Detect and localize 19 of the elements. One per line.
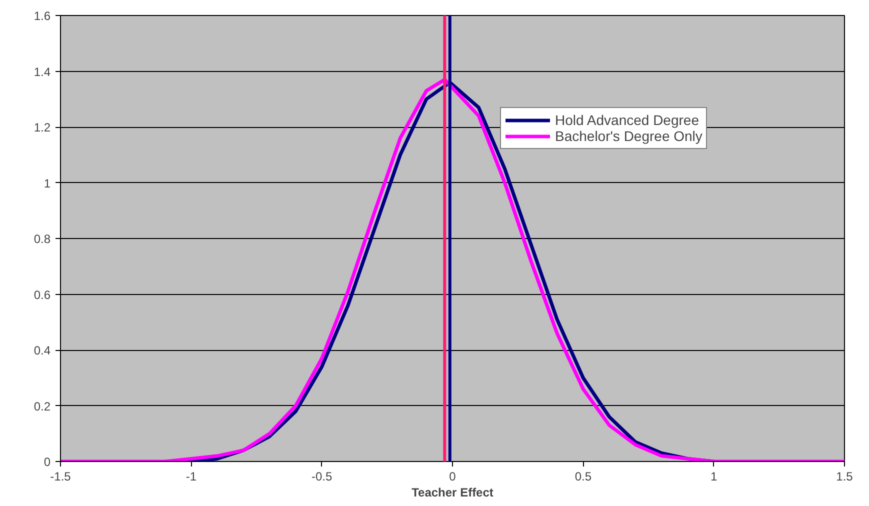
legend-label: Hold Advanced Degree <box>555 112 699 128</box>
y-tick-label: 1.6 <box>34 9 51 23</box>
y-tick-label: 0.2 <box>34 399 51 414</box>
x-tick-label: -0.5 <box>311 470 332 484</box>
x-tick-label: -1.5 <box>50 470 72 484</box>
y-tick-label: 0.4 <box>34 344 51 358</box>
y-tick-label: 0 <box>44 455 51 469</box>
x-tick-label: 0.5 <box>574 470 592 484</box>
x-tick-label: 1 <box>710 470 718 484</box>
y-tick-label: 0.8 <box>34 232 51 246</box>
legend-label: Bachelor's Degree Only <box>555 128 702 144</box>
y-tick-label: 1.4 <box>34 64 51 79</box>
y-tick-label: 1.2 <box>34 120 51 134</box>
y-tick-label: 1 <box>44 176 51 190</box>
x-tick-label: 1.5 <box>836 470 854 484</box>
x-tick-label: -1 <box>186 470 197 484</box>
x-axis-title: Teacher Effect <box>412 486 494 500</box>
x-tick-label: 0 <box>449 470 456 484</box>
y-tick-label: 0.6 <box>34 288 51 302</box>
